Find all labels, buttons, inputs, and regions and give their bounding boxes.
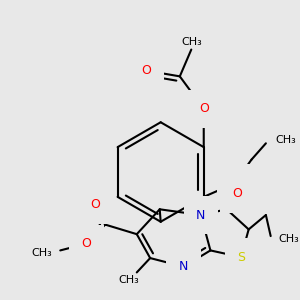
Text: O: O	[230, 177, 239, 190]
Text: O: O	[199, 102, 209, 116]
Text: O: O	[81, 237, 91, 250]
Text: O: O	[91, 198, 100, 211]
Text: CH₃: CH₃	[278, 234, 299, 244]
Text: CH₃: CH₃	[32, 248, 52, 258]
Text: O: O	[141, 64, 151, 77]
Text: S: S	[237, 250, 245, 264]
Text: CH₃: CH₃	[119, 275, 140, 285]
Text: N: N	[196, 208, 206, 221]
Text: O: O	[232, 188, 242, 200]
Text: CH₃: CH₃	[275, 135, 296, 146]
Text: N: N	[179, 260, 188, 273]
Text: CH₃: CH₃	[181, 37, 202, 47]
